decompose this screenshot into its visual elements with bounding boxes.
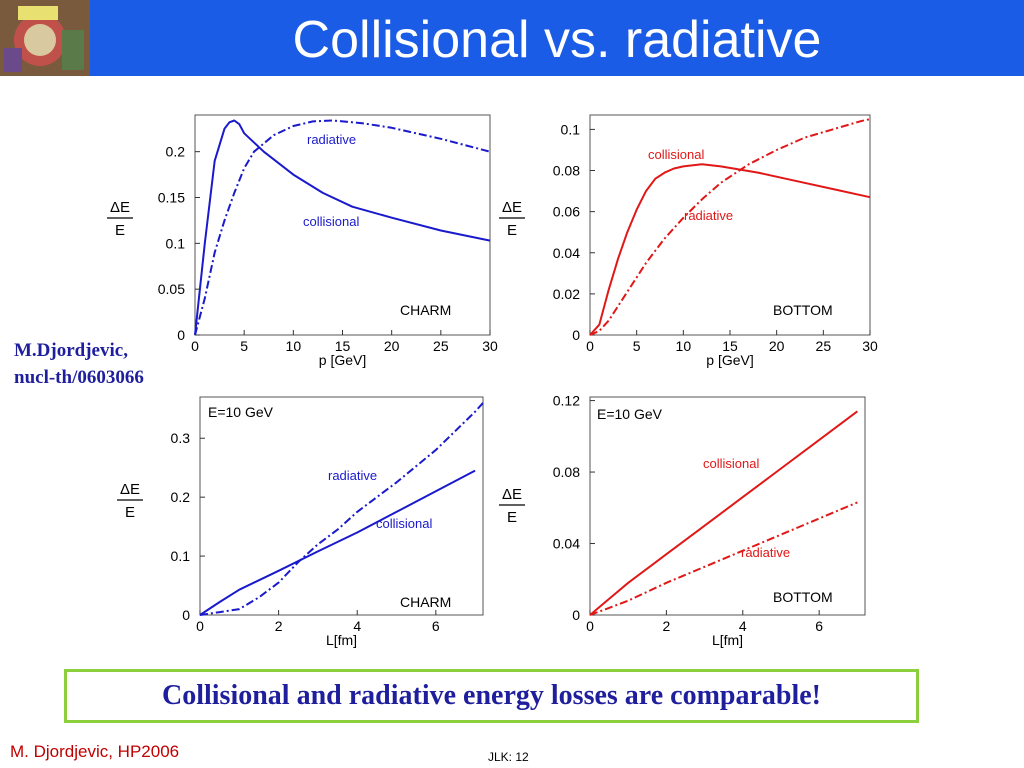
x-tick-label: 5 — [240, 338, 248, 354]
y-axis-label-numerator: ΔE — [120, 481, 140, 498]
x-tick-label: 20 — [384, 338, 400, 354]
quark-label: CHARM — [400, 302, 451, 318]
chart-canvas: 0 5 10 15 20 25 30 0 0.02 0.04 0.06 0.08 0.1 p [GeV] Δ… — [499, 114, 878, 368]
x-tick-label: 6 — [815, 618, 823, 634]
x-axis-label: p [GeV] — [319, 352, 366, 368]
x-tick-label: 4 — [353, 618, 361, 634]
quark-label: BOTTOM — [773, 302, 833, 318]
series-label-collisional: collisional — [648, 147, 704, 162]
x-tick-label: 0 — [586, 618, 594, 634]
energy-annotation: E=10 GeV — [208, 404, 274, 420]
y-tick-label: 0.2 — [166, 144, 186, 160]
series-line-collisional — [199, 469, 476, 616]
y-tick-label: 0.12 — [553, 393, 580, 409]
series-label-collisional: collisional — [376, 516, 432, 531]
quark-label: CHARM — [400, 594, 451, 610]
footer-page-number: JLK: 12 — [488, 750, 529, 764]
title-bar: Collisional vs. radiative — [0, 0, 1024, 76]
x-tick-label: 30 — [862, 338, 878, 354]
y-tick-label: 0 — [182, 607, 190, 623]
y-tick-label: 0.08 — [553, 163, 580, 179]
x-tick-label: 30 — [482, 338, 498, 354]
series-label-radiative: radiative — [684, 208, 733, 223]
y-tick-label: 0.08 — [553, 464, 580, 480]
x-tick-label: 10 — [286, 338, 302, 354]
chart-canvas: 0 5 10 15 20 25 30 0 0.05 0.1 0.15 0.2 p [GeV] ΔE Erad… — [107, 114, 498, 368]
y-tick-label: 0.1 — [171, 548, 191, 564]
series-line-collisional — [194, 119, 491, 336]
x-tick-label: 25 — [816, 338, 832, 354]
conclusion-box: Collisional and radiative energy losses … — [64, 669, 919, 723]
series-label-radiative: radiative — [307, 132, 356, 147]
series-label-collisional: collisional — [303, 214, 359, 229]
y-tick-label: 0.2 — [171, 489, 191, 505]
x-tick-label: 0 — [196, 618, 204, 634]
series-line-radiative — [589, 118, 871, 336]
y-tick-label: 0.04 — [553, 536, 580, 552]
attribution-reference: nucl-th/0603066 — [14, 367, 144, 388]
y-tick-label: 0 — [177, 327, 185, 343]
x-axis-label: L[fm] — [712, 632, 743, 648]
x-tick-label: 5 — [633, 338, 641, 354]
y-axis-label-denominator: E — [507, 509, 517, 526]
x-tick-label: 0 — [191, 338, 199, 354]
series-line-collisional — [589, 163, 871, 336]
plot-frame — [199, 396, 484, 616]
x-tick-label: 2 — [275, 618, 283, 634]
attribution: M.Djordjevic, nucl-th/0603066 — [14, 337, 144, 391]
y-axis-label-denominator: E — [125, 504, 135, 521]
x-tick-label: 20 — [769, 338, 785, 354]
footer-author: M. Djordjevic, HP2006 — [10, 742, 180, 761]
y-tick-label: 0.1 — [561, 121, 581, 137]
series-line-radiative — [194, 119, 491, 336]
x-axis-label: L[fm] — [326, 632, 357, 648]
conference-logo — [0, 0, 90, 76]
y-axis-label-denominator: E — [115, 222, 125, 239]
series-label-collisional: collisional — [703, 456, 759, 471]
y-tick-label: 0.02 — [553, 286, 580, 302]
x-tick-label: 15 — [335, 338, 351, 354]
x-tick-label: 0 — [586, 338, 594, 354]
slide-title: Collisional vs. radiative — [292, 11, 822, 69]
series-label-radiative: radiative — [741, 545, 790, 560]
x-tick-label: 15 — [722, 338, 738, 354]
y-tick-label: 0.3 — [171, 430, 191, 446]
energy-annotation: E=10 GeV — [597, 406, 663, 422]
y-tick-label: 0 — [572, 607, 580, 623]
y-axis-label-numerator: ΔE — [502, 199, 522, 216]
y-tick-label: 0 — [572, 327, 580, 343]
x-tick-label: 10 — [676, 338, 692, 354]
attribution-author: M.Djordjevic, — [14, 340, 128, 361]
y-axis-label-numerator: ΔE — [110, 199, 130, 216]
x-axis-label: p [GeV] — [706, 352, 753, 368]
bottom-momentum-chart: 0 5 10 15 20 25 30 0 0.02 0.04 0.06 0.08 0.1 p [GeV] Δ… — [495, 100, 895, 368]
y-axis-label-numerator: ΔE — [502, 486, 522, 503]
x-tick-label: 2 — [662, 618, 670, 634]
series-label-radiative: radiative — [328, 468, 377, 483]
series-line-collisional — [589, 410, 858, 616]
x-tick-label: 25 — [433, 338, 449, 354]
conclusion-text: Collisional and radiative energy losses … — [162, 680, 821, 711]
x-tick-label: 4 — [739, 618, 747, 634]
plot-frame — [589, 396, 866, 616]
series-line-radiative — [589, 501, 858, 616]
y-tick-label: 0.05 — [158, 281, 185, 297]
y-tick-label: 0.04 — [553, 245, 580, 261]
series-line-radiative — [199, 402, 484, 616]
x-tick-label: 6 — [432, 618, 440, 634]
y-tick-label: 0.1 — [166, 235, 186, 251]
y-tick-label: 0.06 — [553, 204, 580, 220]
quark-label: BOTTOM — [773, 589, 833, 605]
y-tick-label: 0.15 — [158, 190, 185, 206]
y-axis-label-denominator: E — [507, 222, 517, 239]
